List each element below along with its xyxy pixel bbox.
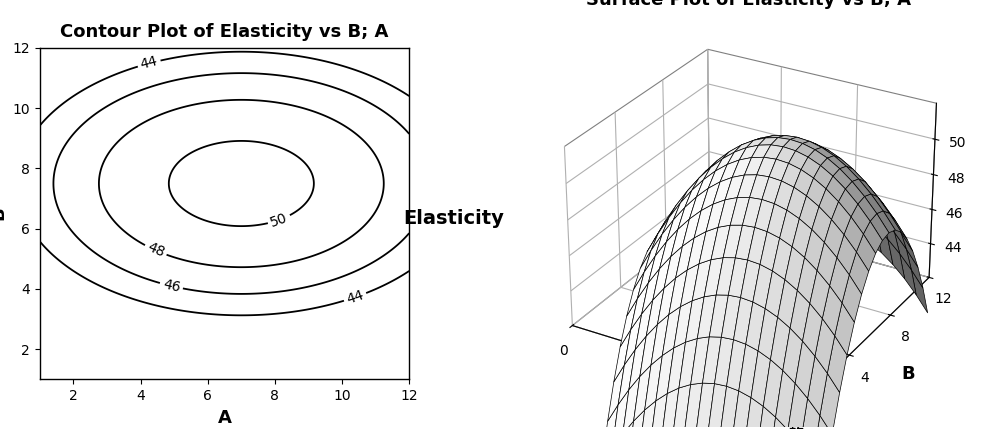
- Text: Elasticity: Elasticity: [403, 208, 505, 228]
- Text: 48: 48: [145, 240, 167, 260]
- X-axis label: A: A: [218, 409, 232, 426]
- Text: 50: 50: [268, 210, 289, 229]
- X-axis label: A: A: [656, 400, 670, 418]
- Y-axis label: B: B: [901, 365, 914, 383]
- Text: 44: 44: [139, 54, 160, 72]
- Title: Surface Plot of Elasticity vs B; A: Surface Plot of Elasticity vs B; A: [586, 0, 911, 9]
- Y-axis label: B: B: [0, 207, 7, 221]
- Title: Contour Plot of Elasticity vs B; A: Contour Plot of Elasticity vs B; A: [60, 23, 389, 41]
- Text: 46: 46: [161, 277, 182, 295]
- Text: 44: 44: [344, 288, 365, 307]
